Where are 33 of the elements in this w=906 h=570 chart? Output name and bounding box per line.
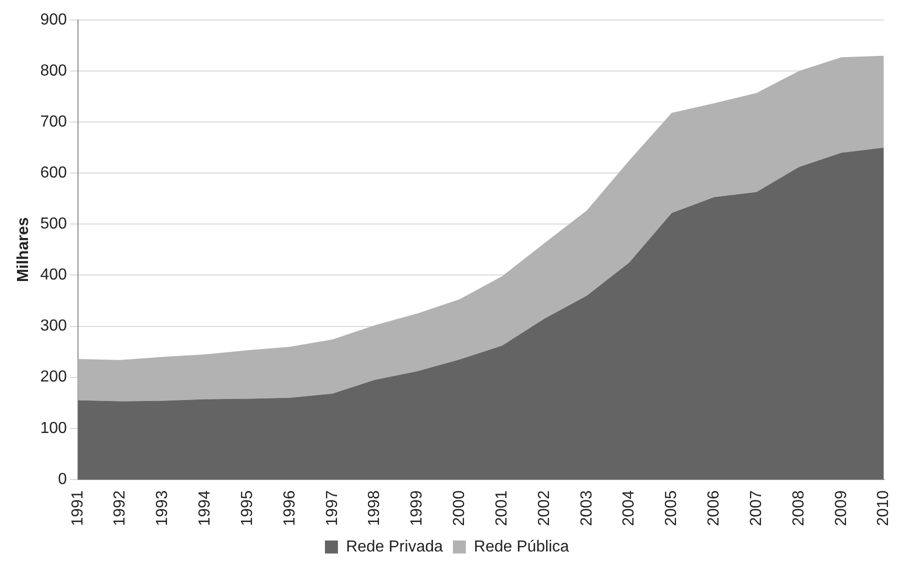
x-tick-label: 1999	[408, 490, 426, 526]
x-tick-label: 1994	[196, 490, 214, 526]
x-tick-label: 1992	[112, 490, 129, 526]
x-tick-label: 2002	[536, 490, 553, 526]
x-tick-label: 1991	[69, 490, 86, 526]
x-tick-label: 1997	[324, 490, 341, 526]
y-tick-label: 400	[40, 266, 67, 284]
y-tick-label: 0	[58, 470, 67, 488]
x-tick-label: 1995	[238, 490, 256, 526]
x-tick-label: 2007	[748, 490, 765, 526]
x-tick-label: 2008	[790, 490, 808, 526]
y-tick-label: 700	[40, 113, 67, 130]
y-tick-label: 800	[40, 62, 67, 80]
y-tick-label: 900	[40, 11, 67, 28]
x-tick-label: 2009	[832, 490, 850, 526]
y-tick-label: 100	[40, 420, 67, 437]
y-tick-label: 600	[40, 164, 67, 182]
x-tick-label: 2010	[875, 490, 892, 526]
x-tick-label: 2001	[493, 490, 510, 526]
legend-label: Rede Pública	[474, 538, 570, 556]
x-tick-label: 1998	[366, 490, 384, 526]
y-tick-label: 500	[40, 216, 67, 233]
y-tick-label: 200	[40, 368, 67, 386]
x-tick-label: 1996	[281, 490, 298, 526]
x-tick-label: 2003	[578, 490, 596, 526]
x-tick-label: 2000	[451, 490, 468, 526]
y-tick-label: 300	[40, 318, 67, 335]
x-tick-label: 2006	[706, 490, 723, 526]
x-tick-label: 2005	[663, 490, 680, 526]
x-tick-label: 1993	[154, 490, 172, 526]
x-tick-label: 2004	[620, 490, 638, 526]
y-axis-title: Milhares	[15, 217, 32, 282]
legend-label: Rede Privada	[346, 538, 443, 556]
